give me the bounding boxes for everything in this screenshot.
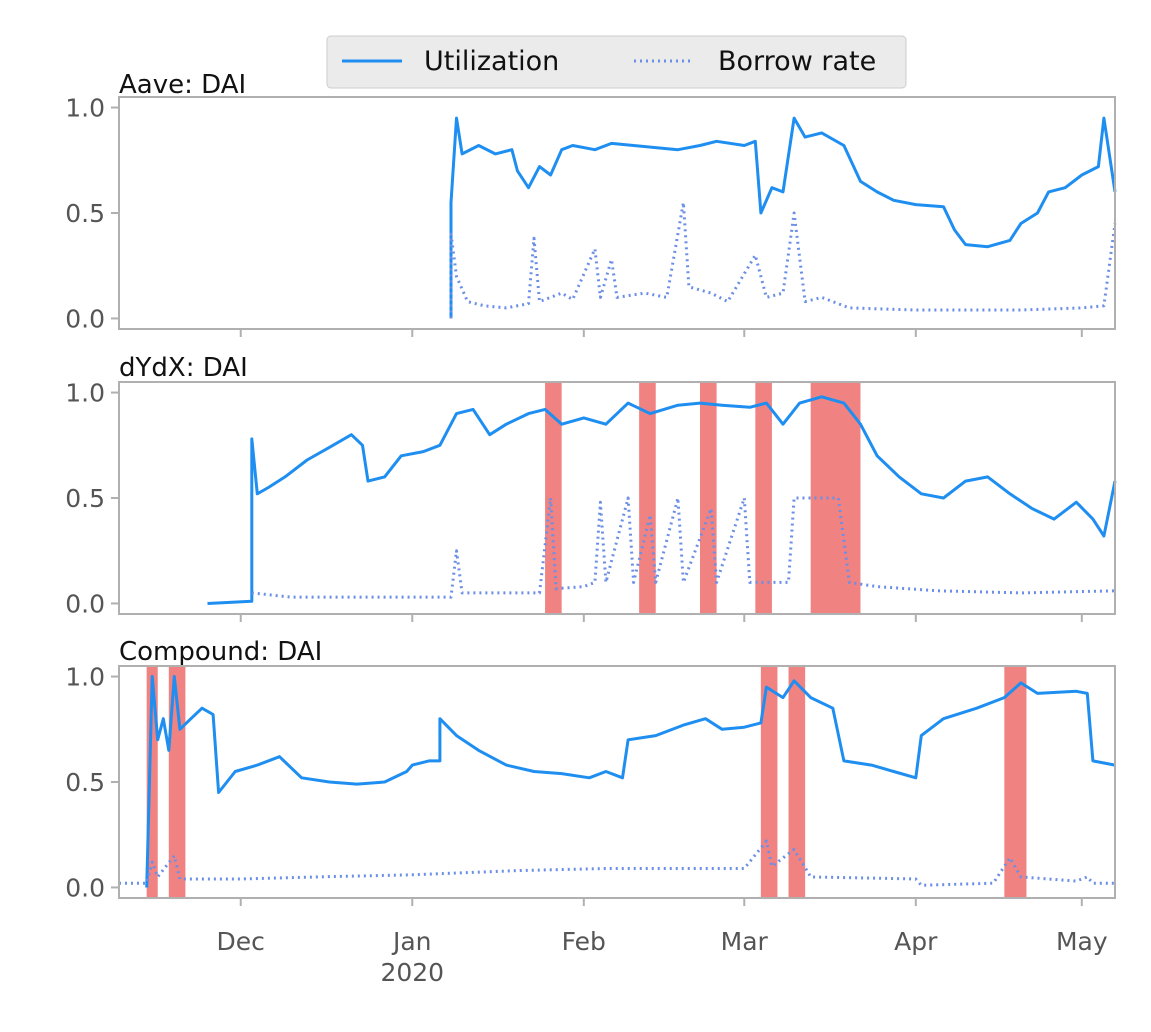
series-layer: [449, 116, 1117, 319]
borrow-rate-line: [251, 496, 1116, 599]
x-axis: [239, 614, 1083, 622]
y-tick-label: 1.0: [65, 379, 105, 408]
highlight-layer: [545, 382, 861, 614]
highlight-band: [1004, 666, 1027, 898]
x-tick-label: Jan: [391, 927, 432, 956]
highlight-band: [545, 382, 562, 614]
legend-borrow-rate-label: Borrow rate: [718, 46, 876, 77]
highlight-band: [700, 382, 717, 614]
panel-title: dYdX: DAI: [119, 353, 248, 383]
series-layer: [207, 395, 1117, 605]
y-axis: 0.0 0.5 1.0: [65, 379, 119, 618]
utilization-line: [207, 395, 1117, 605]
highlight-layer: [146, 666, 1027, 898]
highlight-band: [810, 382, 861, 614]
panel-title: Aave: DAI: [119, 70, 246, 100]
x-tick-label: Feb: [562, 927, 606, 956]
plot-frame: [118, 96, 1116, 330]
y-tick-label: 1.0: [65, 94, 105, 123]
x-tick-label: Dec: [217, 927, 265, 956]
utilization-line: [449, 116, 1117, 319]
legend-frame: [326, 35, 907, 89]
highlight-band: [760, 666, 778, 898]
y-tick-label: 0.5: [65, 484, 105, 513]
y-tick-label: 0.0: [65, 873, 105, 902]
highlight-band: [639, 382, 656, 614]
y-tick-label: 0.5: [65, 768, 105, 797]
y-tick-label: 0.0: [65, 589, 105, 618]
y-tick-label: 0.5: [65, 199, 105, 228]
y-axis: 0.0 0.5 1.0: [65, 663, 119, 902]
y-tick-label: 1.0: [65, 663, 105, 692]
highlight-band: [788, 666, 806, 898]
y-tick-label: 0.0: [65, 304, 105, 333]
x-axis: [239, 329, 1083, 337]
legend-utilization-label: Utilization: [424, 46, 559, 77]
panel-title: Compound: DAI: [119, 637, 322, 667]
x-tick-label: May: [1056, 927, 1108, 956]
series-layer: [119, 675, 1116, 888]
plot-frame: [118, 665, 1116, 899]
highlight-band: [168, 666, 186, 898]
utilization-line: [145, 675, 1116, 888]
x-tick-label: Apr: [894, 927, 938, 956]
highlight-band: [755, 382, 772, 614]
highlight-band: [146, 666, 158, 898]
panel-dydx: dYdX: DAI 0.0 0.5 1.0: [65, 353, 1117, 622]
x-tick-sublabel: 2020: [380, 958, 444, 987]
panel-aave: Aave: DAI 0.0 0.5 1.0: [65, 70, 1117, 337]
borrow-rate-line: [119, 839, 1115, 887]
legend: Utilization Borrow rate: [326, 35, 907, 89]
x-tick-label: Mar: [721, 927, 769, 956]
plot-frame: [118, 381, 1116, 615]
y-axis: 0.0 0.5 1.0: [65, 94, 119, 333]
borrow-rate-line: [449, 201, 1117, 319]
